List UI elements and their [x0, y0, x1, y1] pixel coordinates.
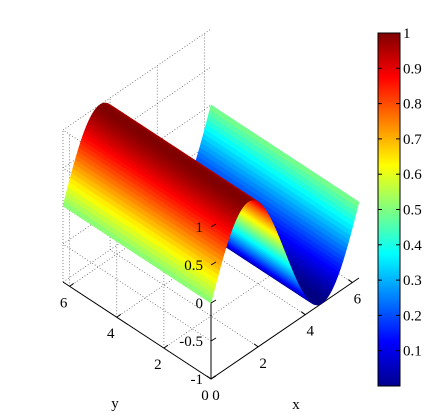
colorbar: 0.1 0.2 0.3 0.4 0.5 0.6 0.7 0.8 0.9 1: [378, 26, 422, 386]
y-tick-label: 2: [154, 357, 162, 373]
z-tick-label: -0.5: [179, 334, 203, 350]
colorbar-tick-label: 0.6: [403, 167, 422, 183]
x-tick-mark: [348, 280, 352, 283]
x-tick-mark: [207, 376, 211, 379]
colorbar-tick-label: 1: [403, 26, 411, 42]
y-tick-label: 4: [107, 326, 115, 342]
x-axis-line: [211, 278, 359, 379]
colorbar-tick-label: 0.2: [403, 308, 422, 324]
x-tick-label: 6: [354, 292, 362, 308]
x-tick-mark: [254, 344, 258, 347]
y-axis-label: y: [111, 396, 119, 412]
y-tick-label: 6: [60, 295, 68, 311]
colorbar-tick-label: 0.4: [403, 238, 422, 254]
x-tick-label: 0: [212, 388, 220, 404]
y-tick-mark: [117, 314, 121, 317]
x-tick-label: 4: [306, 324, 314, 340]
y-axis-line: [63, 282, 211, 379]
colorbar-tick-label: 0.8: [403, 97, 422, 113]
back-wall-grid-line: [63, 29, 211, 130]
z-tick-label: 0.5: [184, 258, 203, 274]
y-tick-mark: [164, 345, 168, 348]
z-tick-mark: [211, 338, 216, 341]
colorbar-tick-label: 0.1: [403, 344, 422, 360]
x-axis-label: x: [292, 397, 300, 413]
x-tick-label: 2: [259, 356, 267, 372]
colorbar-tick-label: 0.9: [403, 61, 422, 77]
colorbar-tick-label: 0.3: [403, 273, 422, 289]
z-tick-label: 0: [196, 296, 204, 312]
y-tick-label: 0: [201, 388, 209, 404]
y-tick-mark: [70, 283, 74, 286]
colorbar-tick-label: 0.7: [403, 132, 422, 148]
z-tick-label: 1: [196, 220, 204, 236]
x-tick-mark: [301, 312, 305, 315]
z-tick-label: -1: [191, 372, 204, 388]
colorbar-tick-label: 0.5: [403, 203, 422, 219]
surface-plot: [63, 103, 359, 305]
